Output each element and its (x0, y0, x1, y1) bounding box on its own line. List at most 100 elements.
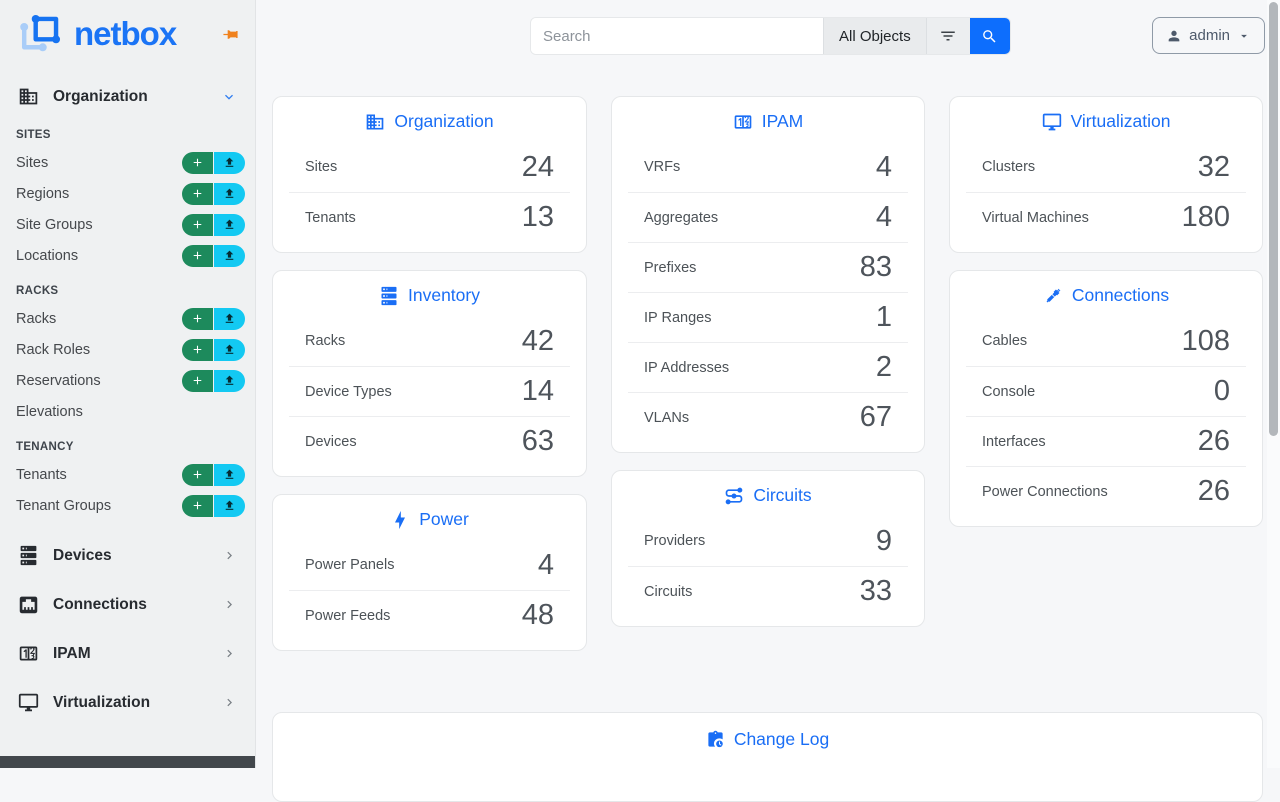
stat-value: 67 (859, 401, 892, 433)
stat-row[interactable]: Racks 42 (305, 324, 554, 357)
stat-row[interactable]: Power Panels 4 (305, 548, 554, 581)
quick-add-button[interactable] (182, 494, 213, 517)
virtualization-card-title[interactable]: Virtualization (950, 111, 1262, 142)
quick-add-button[interactable] (182, 244, 213, 267)
stat-row[interactable]: Prefixes 83 (628, 242, 908, 292)
quick-import-button[interactable] (214, 213, 245, 236)
inventory-card-title[interactable]: Inventory (273, 285, 586, 316)
quick-import-button[interactable] (214, 182, 245, 205)
quick-add-button[interactable] (182, 369, 213, 392)
circuits-card-title[interactable]: Circuits (612, 485, 924, 516)
ipam-card-title[interactable]: IPAM (612, 111, 924, 142)
stat-row[interactable]: Console 0 (966, 366, 1246, 416)
quick-import-button[interactable] (214, 244, 245, 267)
netbox-logo[interactable]: netbox (0, 0, 255, 62)
search-icon (983, 29, 996, 43)
sidebar-menu-connections[interactable]: Connections (8, 584, 247, 625)
stat-row[interactable]: Device Types 14 (289, 366, 570, 416)
stat-row[interactable]: Interfaces 26 (966, 416, 1246, 466)
stat-value: 63 (521, 425, 554, 457)
stat-value: 1 (875, 301, 892, 333)
user-menu-button[interactable]: admin (1152, 17, 1265, 54)
ethernet-port-icon (19, 596, 38, 614)
connections-card-title[interactable]: Connections (950, 285, 1262, 316)
change-log-card: Change Log (272, 712, 1263, 802)
stat-row[interactable]: Providers 9 (644, 524, 892, 557)
transit-connection-icon (725, 487, 743, 504)
quick-import-button[interactable] (214, 151, 245, 174)
chevron-right-icon (222, 646, 237, 661)
stat-row[interactable]: Power Feeds 48 (289, 590, 570, 640)
dashboard-column-1: Organization Sites 24 Tenants 13 Invento… (272, 96, 587, 651)
quick-add-button[interactable] (182, 213, 213, 236)
stat-row[interactable]: Sites 24 (305, 150, 554, 183)
stat-row[interactable]: VRFs 4 (644, 150, 892, 183)
quick-add-button[interactable] (182, 307, 213, 330)
organization-card-title[interactable]: Organization (273, 111, 586, 142)
stat-value: 33 (859, 575, 892, 607)
quick-import-button[interactable] (214, 369, 245, 392)
stat-row[interactable]: Virtual Machines 180 (966, 192, 1246, 242)
sidebar-item-rack-roles[interactable]: Rack Roles (0, 334, 255, 365)
counter-icon (734, 114, 752, 129)
sidebar-menu-virtualization[interactable]: Virtualization (8, 682, 247, 723)
search-submit-button[interactable] (969, 18, 1010, 54)
change-log-card-title[interactable]: Change Log (273, 729, 1262, 760)
organization-card: Organization Sites 24 Tenants 13 (272, 96, 587, 253)
quick-import-button[interactable] (214, 307, 245, 330)
sidebar-group-label: Organization (53, 87, 148, 105)
power-card-title[interactable]: Power (273, 509, 586, 540)
sidebar-item-tenants[interactable]: Tenants (0, 459, 255, 490)
sidebar-item-regions[interactable]: Regions (0, 178, 255, 209)
server-icon (381, 286, 397, 305)
stat-row[interactable]: Aggregates 4 (628, 192, 908, 242)
sidebar: netbox Organization SITES Sites Regions (0, 0, 256, 768)
quick-import-button[interactable] (214, 463, 245, 486)
user-icon (1168, 30, 1180, 41)
sidebar-item-sites[interactable]: Sites (0, 147, 255, 178)
connections-card: Connections Cables 108 Console 0 Interfa… (949, 270, 1263, 527)
cable-icon (1046, 288, 1061, 302)
quick-import-button[interactable] (214, 494, 245, 517)
pin-sidebar-icon[interactable] (222, 26, 239, 43)
global-search: All Objects (530, 17, 1011, 55)
scrollbar-thumb[interactable] (1269, 2, 1278, 436)
building-icon (19, 88, 38, 105)
sidebar-menu-devices[interactable]: Devices (8, 535, 247, 576)
stat-value: 4 (875, 150, 892, 183)
sidebar-item-racks[interactable]: Racks (0, 303, 255, 334)
building-icon (367, 114, 384, 129)
quick-add-button[interactable] (182, 151, 213, 174)
stat-row[interactable]: Cables 108 (982, 324, 1230, 357)
stat-row[interactable]: VLANs 67 (628, 392, 908, 442)
stat-value: 24 (521, 150, 554, 183)
quick-import-button[interactable] (214, 338, 245, 361)
server-icon (20, 545, 37, 566)
stat-row[interactable]: Clusters 32 (982, 150, 1230, 183)
stat-row[interactable]: IP Ranges 1 (628, 292, 908, 342)
scrollbar-track[interactable] (1267, 0, 1280, 768)
sidebar-item-reservations[interactable]: Reservations (0, 365, 255, 396)
filter-button[interactable] (925, 18, 970, 54)
quick-add-button[interactable] (182, 182, 213, 205)
sidebar-group-organization[interactable]: Organization (8, 78, 247, 115)
sidebar-menu-ipam[interactable]: IPAM (8, 633, 247, 674)
stat-row[interactable]: Tenants 13 (289, 192, 570, 242)
sidebar-item-tenant-groups[interactable]: Tenant Groups (0, 490, 255, 521)
quick-add-button[interactable] (182, 463, 213, 486)
sidebar-item-site-groups[interactable]: Site Groups (0, 209, 255, 240)
caret-down-icon (1241, 34, 1247, 38)
chevron-right-icon (222, 548, 237, 563)
search-input[interactable] (531, 18, 823, 54)
stat-row[interactable]: IP Addresses 2 (628, 342, 908, 392)
quick-add-button[interactable] (182, 338, 213, 361)
circuits-card: Circuits Providers 9 Circuits 33 (611, 470, 925, 627)
stat-row[interactable]: Devices 63 (289, 416, 570, 466)
stat-row[interactable]: Circuits 33 (628, 566, 908, 616)
stat-value: 108 (1181, 324, 1230, 357)
sidebar-item-locations[interactable]: Locations (0, 240, 255, 271)
stat-row[interactable]: Power Connections 26 (966, 466, 1246, 516)
chevron-right-icon (222, 597, 237, 612)
sidebar-item-elevations[interactable]: Elevations (16, 403, 83, 420)
search-scope-button[interactable]: All Objects (823, 18, 926, 54)
